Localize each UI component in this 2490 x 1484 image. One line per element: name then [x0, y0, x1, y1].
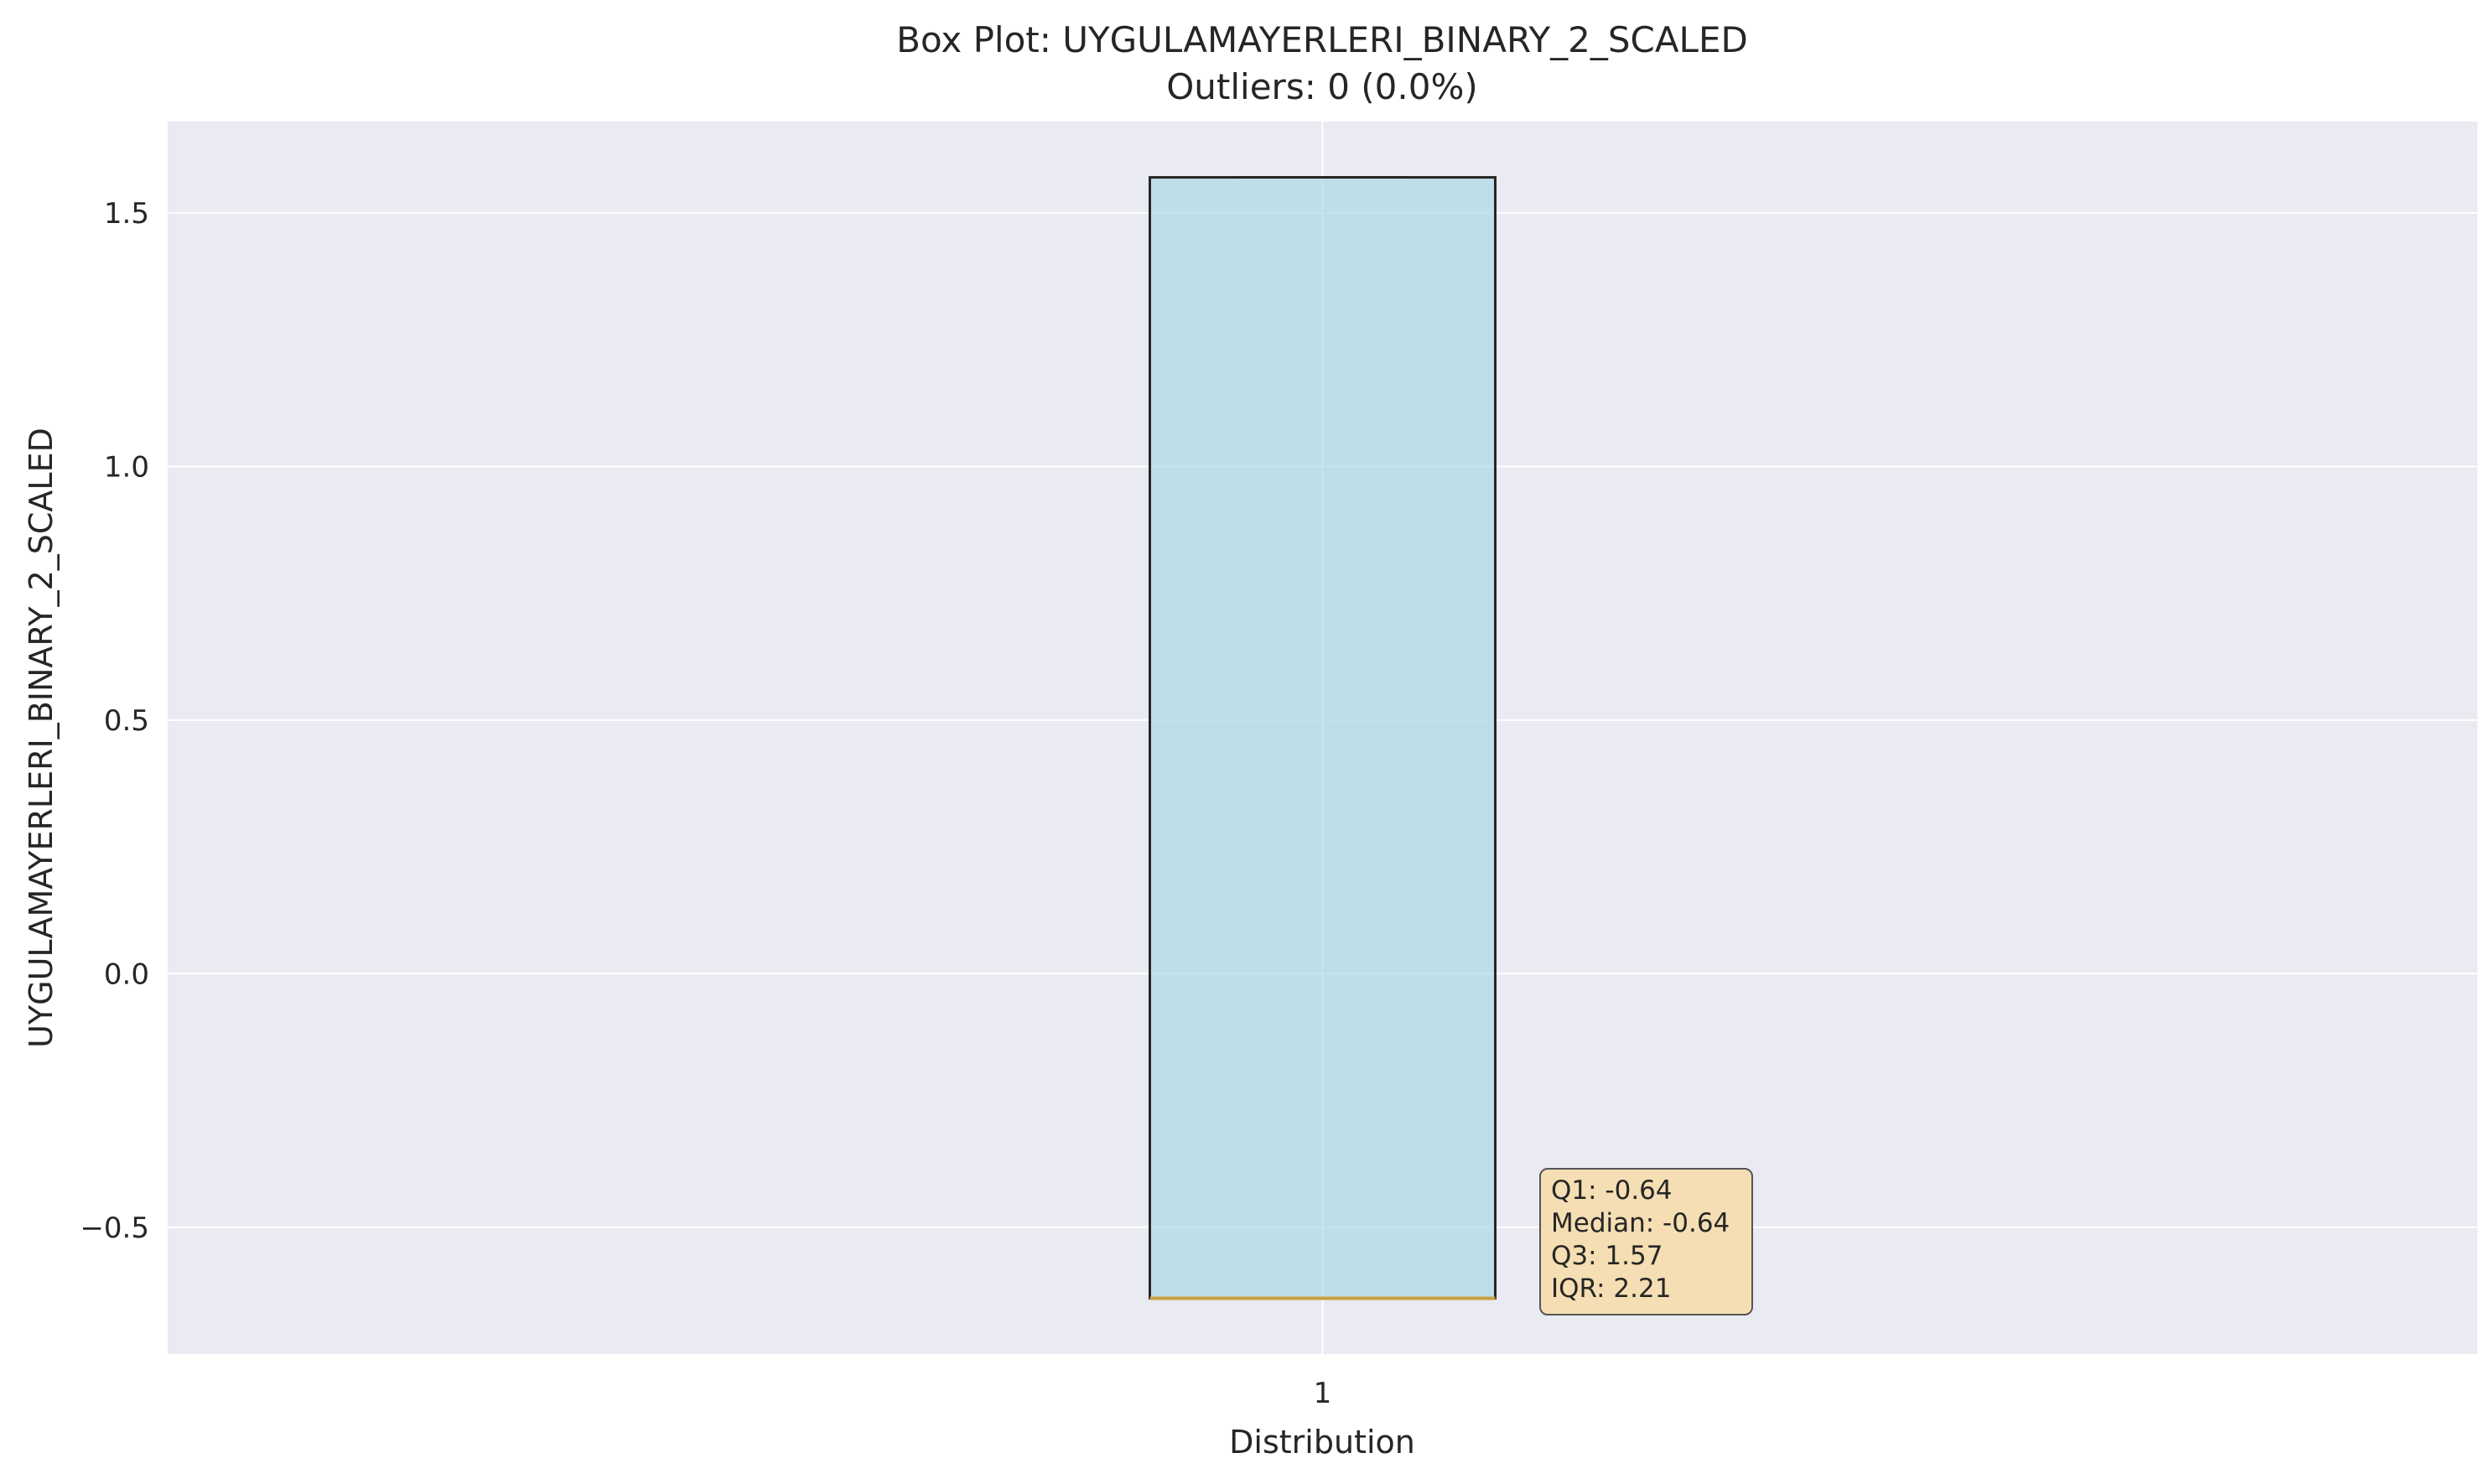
x-tick-label: 1: [1314, 1377, 1332, 1410]
y-tick-label: 0.5: [104, 704, 149, 738]
stats-annotation: Q1: -0.64 Median: -0.64 Q3: 1.57 IQR: 2.…: [1539, 1168, 1753, 1315]
y-axis-label: UYGULAMAYERLERI_BINARY_2_SCALED: [23, 428, 60, 1048]
y-tick-labels: 1.5 1.0 0.5 0.0 −0.5: [80, 197, 149, 1245]
box-iqr: [1149, 176, 1497, 1300]
y-tick-label: 1.0: [104, 450, 149, 484]
chart-title: Box Plot: UYGULAMAYERLERI_BINARY_2_SCALE…: [896, 19, 1748, 60]
chart-subtitle: Outliers: 0 (0.0%): [1166, 66, 1478, 107]
stats-median: Median: -0.64: [1551, 1208, 1730, 1238]
box-group: [1149, 176, 1497, 1300]
stats-iqr: IQR: 2.21: [1551, 1274, 1672, 1304]
y-tick-label: −0.5: [80, 1212, 149, 1245]
stats-q1: Q1: -0.64: [1551, 1175, 1673, 1206]
x-tick-labels: 1: [1314, 1377, 1332, 1410]
x-axis-label: Distribution: [1229, 1424, 1415, 1461]
stats-q3: Q3: 1.57: [1551, 1241, 1663, 1271]
y-tick-label: 1.5: [104, 197, 149, 231]
y-tick-label: 0.0: [104, 957, 149, 991]
